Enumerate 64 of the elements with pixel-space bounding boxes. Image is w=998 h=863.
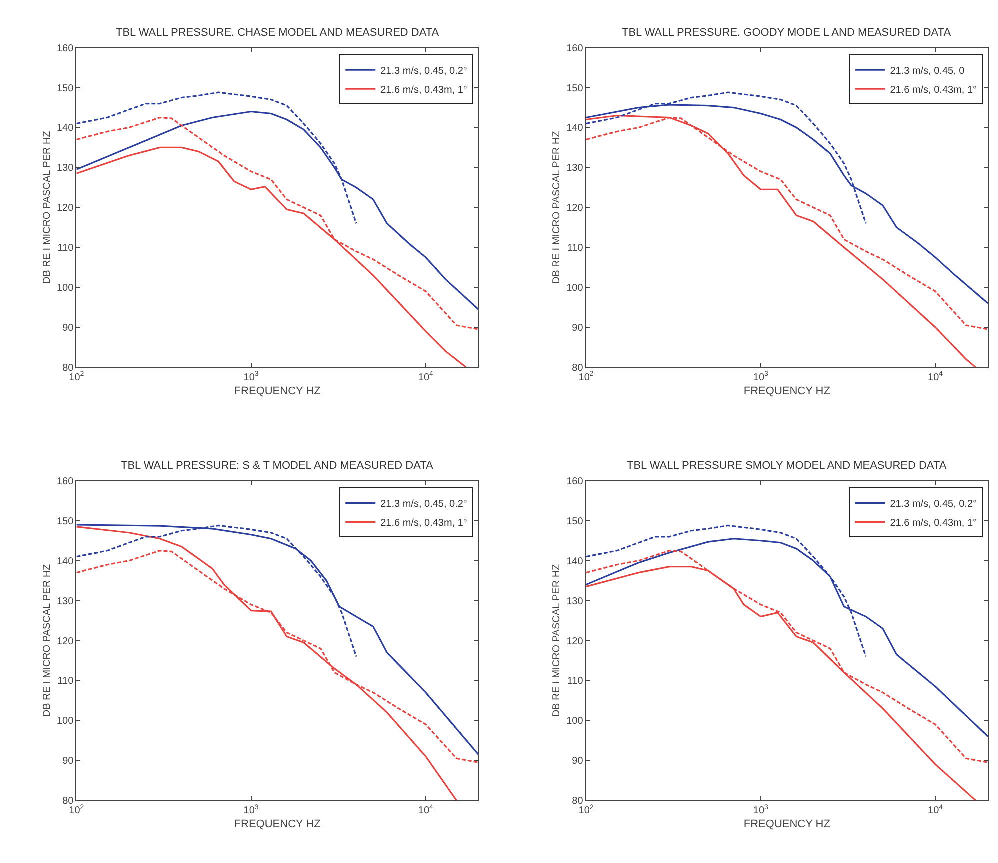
x-tick-label: 10$^{2}$ xyxy=(578,371,594,384)
y-tick-label: 160 xyxy=(57,43,74,54)
y-tick-label: 160 xyxy=(566,43,584,54)
y-tick-label: 110 xyxy=(567,243,584,254)
legend-label: 21.3 m/s, 0.45, 0.2° xyxy=(890,499,978,510)
y-tick-label: 150 xyxy=(57,83,74,94)
y-tick-label: 90 xyxy=(572,756,584,768)
y-tick-label: 100 xyxy=(566,283,584,294)
y-tick-label: 140 xyxy=(566,556,584,568)
y-tick-label: 110 xyxy=(58,676,74,688)
y-tick-label: 100 xyxy=(57,716,74,728)
y-tick-label: 150 xyxy=(57,516,74,528)
x-axis-title: FREQUENCY HZ xyxy=(744,818,831,831)
y-tick-label: 80 xyxy=(572,362,584,374)
x-axis-title: FREQUENCY HZ xyxy=(744,386,831,398)
y-axis-title: DB RE I MICRO PASCAL PER HZ xyxy=(552,131,563,284)
y-tick-label: 110 xyxy=(567,676,584,688)
chart-title: TBL WALL PRESSURE: S & T MODEL AND MEASURED DATA xyxy=(121,460,434,472)
x-tick-label: 10$^{3}$ xyxy=(753,804,769,817)
y-tick-label: 120 xyxy=(566,203,584,214)
legend-label: 21.6 m/s, 0.43m, 1° xyxy=(890,84,978,96)
y-tick-label: 160 xyxy=(566,476,584,488)
x-tick-label: 10$^{3}$ xyxy=(244,371,259,384)
y-tick-label: 130 xyxy=(566,596,584,608)
chart-title: TBL WALL PRESSURE. CHASE MODEL AND MEASURED DATA xyxy=(116,27,440,39)
y-tick-label: 80 xyxy=(62,362,74,374)
y-axis-title: DB RE I MICRO PASCAL PER HZ xyxy=(42,131,54,284)
legend-label: 21.3 m/s, 0.45, 0.2° xyxy=(380,499,468,510)
y-tick-label: 140 xyxy=(566,123,584,134)
y-tick-label: 130 xyxy=(57,163,74,174)
x-tick-label: 10$^{3}$ xyxy=(753,371,769,384)
y-tick-label: 140 xyxy=(57,556,74,568)
x-axis-title: FREQUENCY HZ xyxy=(234,818,322,831)
y-tick-label: 120 xyxy=(57,636,74,648)
x-tick-label: 10$^{3}$ xyxy=(244,804,259,817)
x-tick-label: 10$^{4}$ xyxy=(418,371,434,384)
chart-title: TBL WALL PRESSURE. GOODY MODE L AND MEASURED DATA xyxy=(622,27,952,39)
y-tick-label: 130 xyxy=(57,596,74,608)
y-tick-label: 140 xyxy=(57,123,74,134)
y-tick-label: 90 xyxy=(572,322,584,334)
x-tick-label: 10$^{4}$ xyxy=(928,371,944,384)
y-tick-label: 160 xyxy=(57,476,74,488)
x-axis-title: FREQUENCY HZ xyxy=(234,386,322,398)
y-tick-label: 100 xyxy=(566,716,584,728)
y-axis-title: DB RE I MICRO PASCAL PER HZ xyxy=(552,564,563,718)
legend-label: 21.6 m/s, 0.43m, 1° xyxy=(380,84,468,96)
chart-title: TBL WALL PRESSURE SMOLY MODEL AND MEASURED DATA xyxy=(627,460,948,472)
legend-label: 21.3 m/s, 0.45, 0 xyxy=(890,66,966,77)
legend-label: 21.6 m/s, 0.43m, 1° xyxy=(890,518,978,530)
legend-label: 21.3 m/s, 0.45, 0.2° xyxy=(380,66,468,77)
x-tick-label: 10$^{2}$ xyxy=(69,371,84,384)
x-tick-label: 10$^{4}$ xyxy=(928,804,944,817)
y-tick-label: 110 xyxy=(58,243,74,254)
y-tick-label: 120 xyxy=(57,203,74,214)
y-tick-label: 90 xyxy=(62,756,74,768)
y-tick-label: 130 xyxy=(566,163,584,174)
y-axis-title: DB RE I MICRO PASCAL PER HZ xyxy=(42,564,54,718)
y-tick-label: 100 xyxy=(57,283,74,294)
x-tick-label: 10$^{4}$ xyxy=(418,804,434,817)
y-tick-label: 90 xyxy=(62,322,74,334)
y-tick-label: 150 xyxy=(566,83,584,94)
y-tick-label: 150 xyxy=(566,516,584,528)
y-tick-label: 120 xyxy=(566,636,584,648)
legend-label: 21.6 m/s, 0.43m, 1° xyxy=(380,518,468,530)
